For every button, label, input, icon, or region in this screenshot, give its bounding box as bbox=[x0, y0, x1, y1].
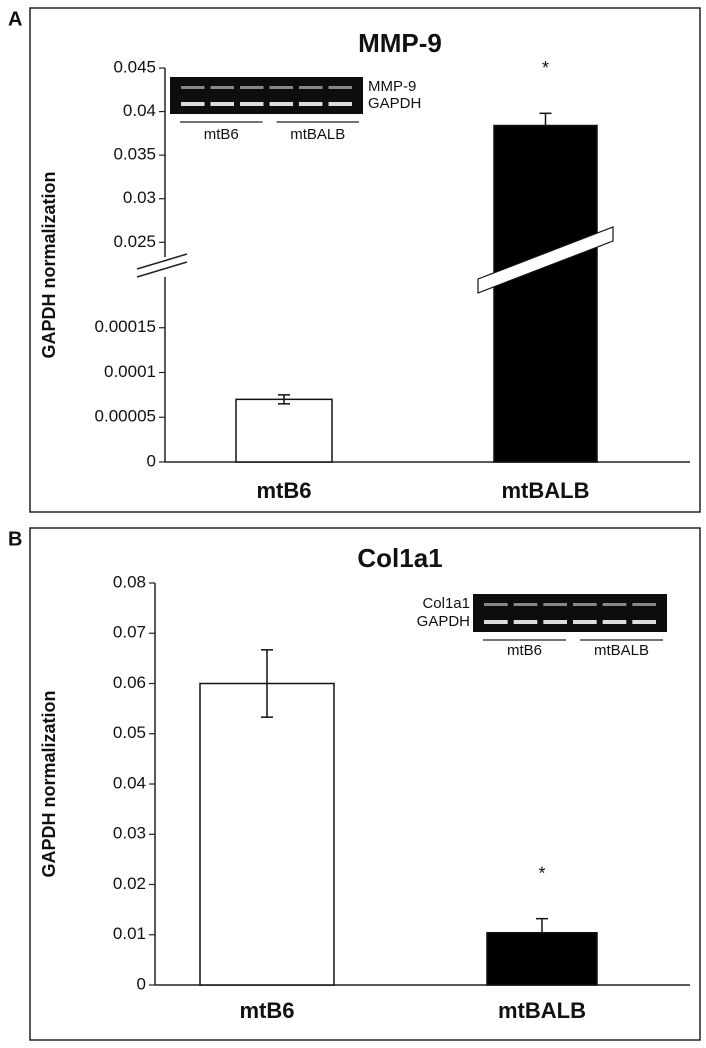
y-tick-label: 0.03 bbox=[123, 188, 156, 207]
gel-band bbox=[484, 603, 508, 606]
y-tick-label: 0 bbox=[137, 974, 146, 993]
gel-band bbox=[210, 86, 234, 89]
y-tick-label: 0.035 bbox=[113, 145, 156, 164]
gel-band bbox=[269, 102, 293, 106]
gel-band-label: Col1a1 bbox=[422, 595, 470, 612]
panel-frame bbox=[29, 7, 701, 513]
panel-label: B bbox=[8, 528, 22, 550]
gel-band bbox=[181, 102, 205, 106]
x-tick-label: mtB6 bbox=[239, 998, 294, 1023]
y-axis-label: GAPDH normalization bbox=[39, 690, 59, 877]
y-tick-label: 0.00005 bbox=[95, 407, 156, 426]
gel-group-label: mtB6 bbox=[507, 642, 542, 659]
gel-band-label: GAPDH bbox=[417, 613, 470, 630]
y-tick-label: 0.045 bbox=[113, 57, 156, 76]
y-tick-label: 0.0001 bbox=[104, 362, 156, 381]
y-tick-label: 0.05 bbox=[113, 723, 146, 742]
gel-band-label: GAPDH bbox=[368, 95, 421, 112]
gel-image bbox=[473, 594, 667, 632]
gel-band bbox=[543, 603, 567, 606]
panel-label: A bbox=[8, 8, 22, 30]
gel-band bbox=[269, 86, 293, 89]
gel-band bbox=[632, 620, 656, 624]
annotation: * bbox=[542, 58, 549, 78]
x-tick-label: mtBALB bbox=[498, 998, 586, 1023]
gel-band bbox=[240, 102, 264, 106]
x-tick-label: mtB6 bbox=[256, 478, 311, 503]
gel-band bbox=[602, 620, 627, 624]
chart-title: MMP-9 bbox=[358, 28, 442, 58]
gel-band bbox=[573, 620, 597, 624]
y-axis-label: GAPDH normalization bbox=[39, 171, 59, 358]
gel-image bbox=[170, 77, 363, 114]
axis-break bbox=[136, 253, 188, 270]
y-tick-label: 0.00015 bbox=[95, 317, 156, 336]
axis-break bbox=[136, 261, 188, 278]
axis-break bbox=[137, 254, 187, 277]
gel-band bbox=[181, 86, 205, 89]
gel-group-label: mtBALB bbox=[290, 126, 345, 143]
gel-band bbox=[632, 603, 656, 606]
gel-band bbox=[513, 603, 538, 606]
panel-frame bbox=[29, 527, 701, 1041]
y-tick-label: 0.025 bbox=[113, 232, 156, 251]
gel-band bbox=[543, 620, 567, 624]
y-tick-label: 0.01 bbox=[113, 924, 146, 943]
y-tick-label: 0.04 bbox=[113, 773, 146, 792]
chart-title: Col1a1 bbox=[357, 543, 442, 573]
y-tick-label: 0.02 bbox=[113, 874, 146, 893]
y-tick-label: 0.04 bbox=[123, 101, 156, 120]
y-tick-label: 0.08 bbox=[113, 572, 146, 591]
gel-band bbox=[328, 86, 352, 89]
gel-band-label: MMP-9 bbox=[368, 78, 416, 95]
gel-band bbox=[513, 620, 538, 624]
y-tick-label: 0 bbox=[147, 451, 156, 470]
bar bbox=[493, 124, 598, 463]
bar-break bbox=[477, 226, 614, 294]
gel-band bbox=[299, 102, 323, 106]
bar bbox=[486, 931, 598, 986]
annotation: * bbox=[538, 863, 545, 883]
bar bbox=[235, 398, 333, 463]
gel-band bbox=[484, 620, 508, 624]
gel-band bbox=[240, 86, 264, 89]
x-tick-label: mtBALB bbox=[502, 478, 590, 503]
y-tick-label: 0.03 bbox=[113, 824, 146, 843]
gel-band bbox=[210, 102, 234, 106]
gel-group-label: mtB6 bbox=[204, 126, 239, 143]
gel-band bbox=[328, 102, 352, 106]
gel-band bbox=[299, 86, 323, 89]
gel-band bbox=[573, 603, 597, 606]
bar bbox=[199, 682, 335, 986]
y-tick-label: 0.07 bbox=[113, 623, 146, 642]
gel-band bbox=[602, 603, 627, 606]
y-tick-label: 0.06 bbox=[113, 673, 146, 692]
gel-group-label: mtBALB bbox=[594, 642, 649, 659]
